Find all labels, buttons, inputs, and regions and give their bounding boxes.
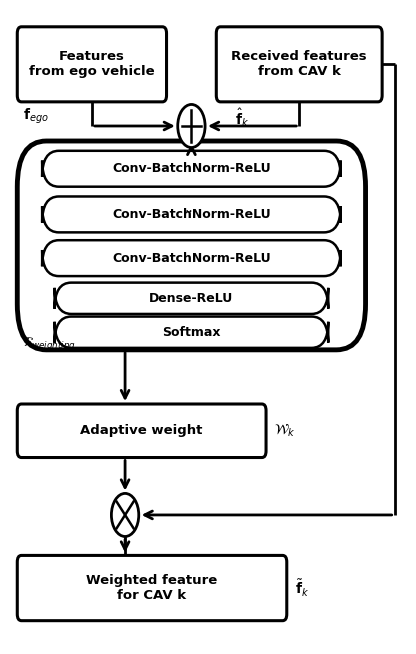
Text: Softmax: Softmax [162, 326, 220, 339]
Text: Adaptive weight: Adaptive weight [80, 424, 203, 438]
FancyBboxPatch shape [42, 240, 341, 276]
FancyBboxPatch shape [54, 283, 328, 314]
Text: Weighted feature
for CAV k: Weighted feature for CAV k [87, 574, 218, 602]
Text: Dense-ReLU: Dense-ReLU [149, 292, 233, 305]
FancyBboxPatch shape [17, 555, 287, 621]
FancyBboxPatch shape [54, 317, 328, 348]
Text: $\hat{\mathbf{f}}_{k}$: $\hat{\mathbf{f}}_{k}$ [235, 107, 249, 129]
FancyBboxPatch shape [42, 196, 341, 232]
Circle shape [178, 105, 205, 148]
FancyBboxPatch shape [17, 27, 166, 102]
Text: Conv-BatchNorm-ReLU: Conv-BatchNorm-ReLU [112, 208, 271, 221]
Text: $\mathcal{W}_{k}$: $\mathcal{W}_{k}$ [274, 422, 296, 439]
FancyBboxPatch shape [17, 404, 266, 458]
Text: Features
from ego vehicle: Features from ego vehicle [29, 50, 155, 78]
Text: $\mathbf{f}_{ego}$: $\mathbf{f}_{ego}$ [23, 107, 50, 126]
FancyBboxPatch shape [42, 151, 341, 186]
Text: Received features
from CAV k: Received features from CAV k [231, 50, 367, 78]
Text: Conv-BatchNorm-ReLU: Conv-BatchNorm-ReLU [112, 252, 271, 265]
Text: ...: ... [185, 201, 198, 215]
Circle shape [111, 493, 139, 536]
FancyBboxPatch shape [17, 141, 366, 350]
FancyBboxPatch shape [216, 27, 382, 102]
Text: Conv-BatchNorm-ReLU: Conv-BatchNorm-ReLU [112, 162, 271, 175]
Text: $\tilde{\mathbf{f}}_{k}$: $\tilde{\mathbf{f}}_{k}$ [295, 577, 309, 598]
Text: $\mathcal{F}_{weighting}$: $\mathcal{F}_{weighting}$ [23, 335, 77, 352]
